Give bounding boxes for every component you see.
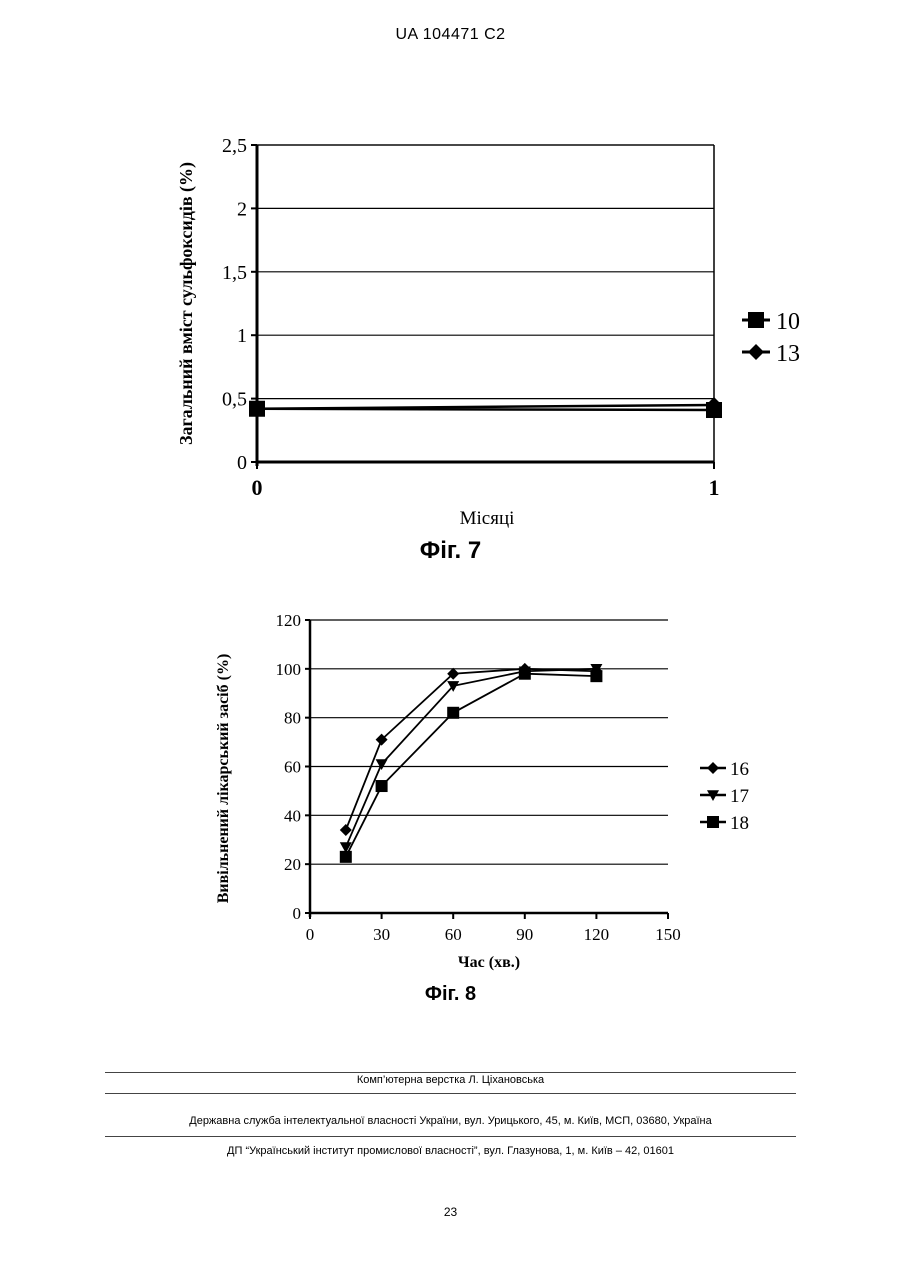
data-point-16 <box>340 824 352 836</box>
footer-typesetter: Комп’ютерна верстка Л. Ціхановська <box>105 1074 796 1086</box>
data-point-18 <box>519 668 531 680</box>
y-tick-label: 0 <box>293 904 302 923</box>
y-tick-label: 0,5 <box>222 389 247 411</box>
y-axis-label: Загальний вміст сульфоксидів (%) <box>176 162 197 445</box>
legend-marker-18 <box>707 816 719 828</box>
footer-agency-address: Державна служба інтелектуальної власност… <box>105 1115 796 1127</box>
y-tick-label: 0 <box>237 452 247 474</box>
footer-divider-1 <box>105 1072 796 1073</box>
x-tick-label: 120 <box>584 925 610 944</box>
y-tick-label: 20 <box>284 855 301 874</box>
y-tick-label: 80 <box>284 709 301 728</box>
figure-7-chart: 0 0,5 1 1,5 2 2,5 0 1 Місяці Загальний вміст суль… <box>0 0 901 560</box>
figure-8-caption: Фіг. 8 <box>0 983 901 1006</box>
y-tick-label: 1 <box>237 325 247 347</box>
footer-institute-address: ДП “Український інститут промислової вла… <box>105 1145 796 1157</box>
series-line-16 <box>346 669 597 830</box>
y-axis-label: Вивільнений лікарський засіб (%) <box>215 654 232 904</box>
x-axis-label: Час (хв.) <box>458 954 520 971</box>
y-tick-label: 120 <box>276 611 302 630</box>
x-tick-label: 1 <box>709 475 720 500</box>
legend-label-18: 18 <box>730 813 749 834</box>
data-point-18 <box>340 851 352 863</box>
legend-label-17: 17 <box>730 786 749 807</box>
legend-label-13: 13 <box>776 341 800 367</box>
figure-7-caption: Фіг. 7 <box>0 537 901 565</box>
legend-label-16: 16 <box>730 759 749 780</box>
y-tick-label: 2 <box>237 198 247 220</box>
data-point-18 <box>447 707 459 719</box>
data-point-17 <box>376 759 388 770</box>
legend-label-10: 10 <box>776 309 800 335</box>
page-number: 23 <box>0 1205 901 1219</box>
figure-8-chart: 0 20 40 60 80 100 120 0 30 60 90 120 150 Час (хв.) Вив… <box>0 590 901 980</box>
y-tick-label: 1,5 <box>222 262 247 284</box>
y-tick-label: 60 <box>284 758 301 777</box>
legend-marker-13 <box>748 344 764 360</box>
x-tick-label: 150 <box>655 925 681 944</box>
x-tick-label: 60 <box>445 925 462 944</box>
legend-marker-10 <box>748 312 764 328</box>
footer-divider-3 <box>105 1136 796 1137</box>
y-tick-label: 100 <box>276 660 302 679</box>
series-line-17 <box>346 669 597 847</box>
x-tick-label: 30 <box>373 925 390 944</box>
data-point-18 <box>590 670 602 682</box>
y-tick-label: 40 <box>284 806 301 825</box>
data-point-18 <box>376 780 388 792</box>
x-tick-label: 0 <box>252 475 263 500</box>
x-tick-label: 90 <box>516 925 533 944</box>
x-axis-label: Місяці <box>460 508 515 529</box>
x-tick-label: 0 <box>306 925 315 944</box>
legend-marker-16 <box>707 762 719 774</box>
y-tick-label: 2,5 <box>222 135 247 157</box>
footer-divider-2 <box>105 1093 796 1094</box>
